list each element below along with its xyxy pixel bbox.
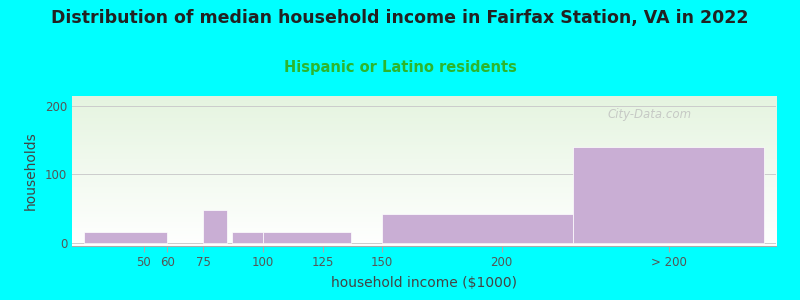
- Text: Distribution of median household income in Fairfax Station, VA in 2022: Distribution of median household income …: [51, 9, 749, 27]
- Bar: [232, 232, 263, 243]
- Bar: [573, 147, 764, 243]
- Bar: [382, 214, 573, 243]
- Text: City-Data.com: City-Data.com: [607, 108, 691, 121]
- Text: Hispanic or Latino residents: Hispanic or Latino residents: [283, 60, 517, 75]
- X-axis label: household income ($1000): household income ($1000): [331, 276, 517, 290]
- Bar: [263, 232, 351, 243]
- Bar: [203, 210, 227, 243]
- Bar: [84, 232, 167, 243]
- Y-axis label: households: households: [24, 132, 38, 210]
